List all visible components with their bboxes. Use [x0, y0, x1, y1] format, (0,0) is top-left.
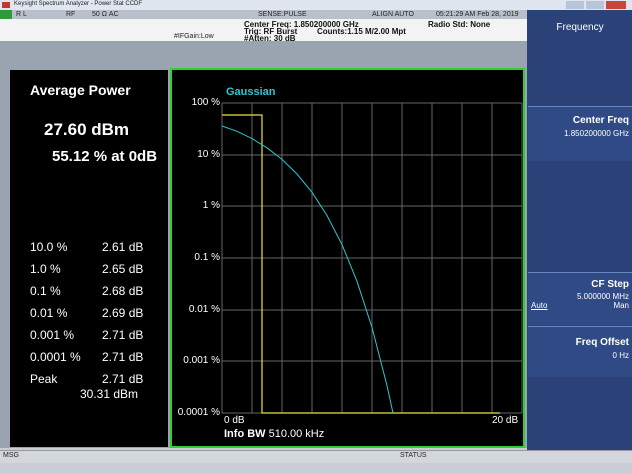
- key-label: Freq Offset: [575, 337, 629, 348]
- y-tick-label: 10 %: [197, 148, 220, 160]
- avg-power-value: 27.60 dBm: [44, 120, 130, 139]
- timestamp: 05:21:29 AM Feb 28, 2019: [436, 11, 519, 18]
- info-bw-caption: Info BW: [224, 428, 266, 440]
- settings-bar: [0, 19, 527, 41]
- rf-label: RF: [66, 11, 76, 18]
- window-controls: [566, 1, 626, 9]
- footer: [0, 450, 632, 463]
- gaussian-label: Gaussian: [226, 86, 276, 98]
- maximize-button[interactable]: [586, 1, 604, 9]
- key-label: Center Freq: [572, 115, 629, 126]
- x-stop-label: 20 dB: [492, 415, 519, 426]
- row-value: 30.31 dBm: [80, 387, 139, 401]
- window-title: Keysight Spectrum Analyzer - Power Stat …: [14, 1, 143, 7]
- atten-info: #Atten: 30 dB: [244, 34, 296, 43]
- auto-option[interactable]: Auto: [531, 301, 548, 310]
- grid: [221, 102, 523, 414]
- row-label: 10.0 %: [30, 240, 68, 254]
- key-value: 0 Hz: [612, 351, 629, 360]
- y-tick-label: 0.01 %: [188, 303, 220, 315]
- key-label: CF Step: [591, 279, 629, 290]
- avg-percent-value: 55.12 % at 0dB: [52, 148, 158, 165]
- align-label: ALIGN AUTO: [372, 11, 414, 18]
- cf-step-key[interactable]: CF Step 5.000000 MHz Auto Man: [528, 272, 632, 325]
- y-tick-label: 0.0001 %: [177, 407, 220, 419]
- avg-power-label: Average Power: [30, 82, 131, 98]
- row-label: 0.001 %: [30, 328, 75, 342]
- row-value: 2.71 dB: [102, 372, 144, 386]
- key-value: 1.850200000 GHz: [564, 129, 629, 138]
- menu-title: Frequency: [556, 22, 604, 33]
- info-bw-label: Info BW 510.00 kHz: [224, 428, 324, 440]
- rl-label: R L: [16, 11, 27, 18]
- if-gain-info: #IFGain:Low: [174, 33, 214, 40]
- row-label: 0.0001 %: [30, 350, 81, 364]
- row-value: 2.71 dB: [102, 328, 144, 342]
- center-freq-key[interactable]: Center Freq 1.850200000 GHz: [528, 106, 632, 161]
- close-button[interactable]: [606, 1, 626, 9]
- x-start-label: 0 dB: [224, 415, 245, 426]
- lxi-indicator: [0, 10, 12, 19]
- center-freq-info: Center Freq: 1.850200000 GHz: [244, 20, 359, 29]
- app-icon: [2, 2, 10, 8]
- row-label: 0.01 %: [30, 306, 68, 320]
- title-bar: [0, 0, 632, 10]
- minimize-button[interactable]: [566, 1, 584, 9]
- impedance-label: 50 Ω AC: [92, 11, 119, 18]
- man-option[interactable]: Man: [613, 301, 629, 310]
- results-panel: [10, 70, 168, 447]
- row-value: 2.69 dB: [102, 306, 144, 320]
- counts-info: Counts:1.15 M/2.00 Mpt: [317, 27, 406, 36]
- status-strip: [0, 10, 527, 19]
- row-value: 2.68 dB: [102, 284, 144, 298]
- row-label: 1.0 %: [30, 262, 61, 276]
- key-value: 5.000000 MHz: [576, 292, 629, 301]
- row-label: 0.1 %: [30, 284, 61, 298]
- y-tick-label: 0.1 %: [194, 252, 220, 263]
- y-tick-label: 100 %: [191, 97, 220, 108]
- measured-trace: [222, 114, 500, 414]
- status-label: STATUS: [400, 452, 427, 459]
- sense-label: SENSE:PULSE: [258, 11, 307, 18]
- y-tick-label: 1 %: [202, 200, 220, 212]
- msg-label: MSG: [3, 452, 19, 459]
- row-value: 2.61 dB: [102, 240, 144, 254]
- trigger-info: Trig: RF Burst: [244, 27, 298, 36]
- info-bw-value: 510.00 kHz: [268, 428, 325, 440]
- radio-std-info: Radio Std: None: [428, 20, 491, 29]
- softkey-panel: [527, 10, 632, 450]
- row-label: Peak: [30, 372, 58, 386]
- row-value: 2.71 dB: [102, 350, 144, 364]
- gaussian-trace: [221, 125, 394, 414]
- row-value: 2.65 dB: [102, 262, 144, 276]
- freq-offset-key[interactable]: Freq Offset 0 Hz: [528, 326, 632, 377]
- y-tick-label: 0.001 %: [183, 355, 220, 367]
